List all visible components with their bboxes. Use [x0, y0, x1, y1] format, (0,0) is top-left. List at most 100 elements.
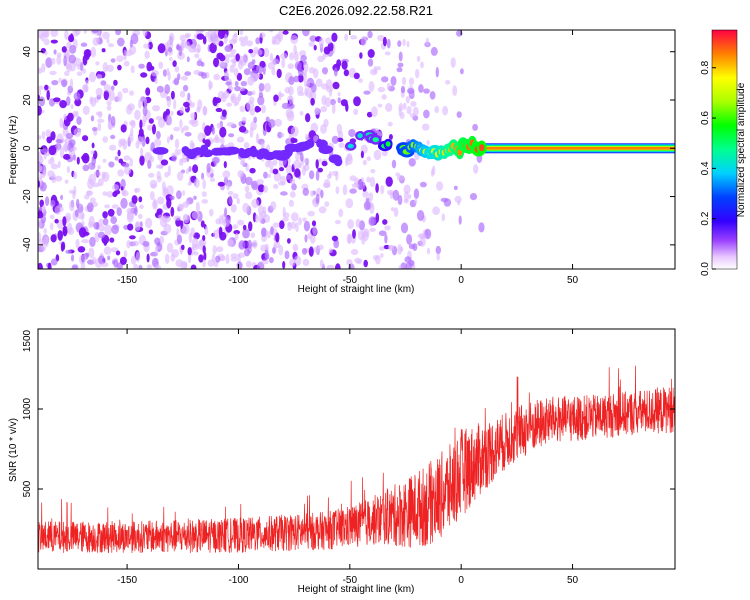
- spectrogram-blob: [226, 102, 233, 107]
- spectrogram-blob: [102, 158, 107, 163]
- spectrogram-blob: [255, 37, 261, 45]
- spectrogram-blob: [331, 103, 336, 114]
- spectrogram-blob: [288, 95, 293, 104]
- spectrogram-blob: [63, 113, 67, 121]
- spectrogram-blob: [391, 159, 397, 169]
- spectrogram-blob: [350, 248, 359, 256]
- spectrogram-blob: [253, 46, 259, 54]
- spectrogram-blob: [243, 142, 250, 149]
- spectrogram-blob: [82, 54, 88, 66]
- spectrogram-blob: [221, 92, 227, 103]
- spectrogram-blob: [158, 164, 164, 169]
- spectrogram-blob: [178, 45, 183, 57]
- spectrogram-blob: [68, 54, 77, 64]
- ridge-band: [483, 147, 675, 150]
- spectrogram-blob: [238, 59, 244, 70]
- spectrogram-blob: [89, 96, 94, 105]
- spectrogram-blob: [264, 82, 271, 93]
- ridge-core: [385, 141, 391, 147]
- spectrogram-blob: [318, 158, 322, 163]
- spectrogram-blob: [64, 30, 69, 40]
- spectrogram-blob: [76, 71, 83, 76]
- spectrogram-blob: [237, 170, 244, 178]
- spectrogram-blob: [230, 48, 237, 55]
- chart-title: C2E6.2026.092.22.58.R21: [279, 3, 433, 18]
- spectrogram-blob: [238, 36, 245, 43]
- spectrogram-blob: [247, 91, 253, 96]
- spectrogram-blob: [111, 184, 120, 191]
- spectrogram-blob: [390, 76, 397, 86]
- spectrogram-blob: [45, 129, 52, 138]
- spectrogram-blob: [170, 253, 176, 262]
- spectrogram-blob: [298, 217, 302, 226]
- spectrogram-blob: [100, 80, 107, 86]
- spectrogram-blob: [396, 67, 403, 73]
- colorbar-tick-label: 0.8: [700, 60, 711, 74]
- spectrogram-blob: [75, 238, 80, 249]
- spectrogram-blob: [103, 218, 109, 226]
- spectrogram-blob: [218, 61, 226, 67]
- spectrogram-blob: [366, 156, 371, 162]
- spectrogram-blob: [65, 132, 74, 139]
- spectrogram-blob: [404, 256, 412, 263]
- spectrogram-blob: [400, 222, 409, 234]
- spectrogram-blob: [38, 151, 42, 161]
- spectrogram-blob: [117, 64, 122, 71]
- spectrogram-blob: [78, 227, 87, 238]
- spectrogram-blob: [41, 204, 46, 213]
- spectrogram-blob: [263, 185, 269, 193]
- spectrogram-blob: [103, 246, 112, 255]
- colorbar-ticks: 0.0 0.2 0.4 0.6 0.8: [700, 60, 716, 276]
- spectrogram-blob: [120, 138, 126, 147]
- spectrogram-blob: [190, 227, 195, 237]
- ridge-core: [347, 143, 354, 149]
- spectrogram-blob: [383, 244, 390, 250]
- spectrogram-blob: [416, 55, 421, 62]
- spectrogram-blob: [129, 45, 137, 55]
- spectrogram-blob: [183, 101, 190, 108]
- spectrogram-blob: [359, 181, 366, 190]
- spectrogram-blob: [321, 83, 329, 90]
- spectrogram-blob: [261, 259, 269, 265]
- spectrogram-blob: [250, 232, 256, 239]
- spectrogram-blob: [264, 161, 270, 168]
- spectrogram-blob: [248, 221, 253, 232]
- spectrogram-blob: [329, 88, 333, 97]
- spectrogram-blob: [307, 210, 316, 217]
- spectrogram-blob: [442, 105, 449, 116]
- spectrogram-blob: [82, 135, 89, 142]
- colorbar-label: Normalized spectral amplitude: [736, 82, 747, 217]
- spectrogram-blob: [98, 224, 106, 232]
- spectrogram-blob: [368, 216, 377, 226]
- spectrogram-blob: [74, 209, 79, 218]
- spectrogram-blob: [202, 179, 206, 190]
- spectrogram-blob: [272, 247, 276, 254]
- spectrogram-blob: [257, 184, 265, 193]
- spectrogram-blob: [190, 264, 197, 269]
- spectrogram-blob: [328, 248, 333, 254]
- spectrogram-blob: [225, 81, 232, 86]
- spectrogram-blob: [181, 244, 185, 250]
- spectrogram-blob: [175, 259, 184, 268]
- spectrogram-blob: [117, 169, 125, 177]
- spectrogram-blob: [345, 102, 349, 112]
- x-tick-label: -50: [343, 575, 358, 586]
- spectrogram-blob: [48, 145, 57, 156]
- spectrogram-blob: [331, 135, 339, 144]
- spectrogram-blob: [353, 72, 360, 80]
- y-tick-label: 20: [22, 94, 33, 106]
- spectrogram-blob: [240, 80, 248, 87]
- spectrogram-blob: [233, 67, 239, 77]
- spectrogram-blob: [157, 43, 166, 54]
- spectrogram-blob: [386, 83, 391, 91]
- spectrogram-blob: [64, 70, 70, 77]
- spectrogram-blob: [290, 126, 299, 137]
- spectrogram-blob: [145, 217, 153, 229]
- spectrogram-blob: [421, 123, 430, 131]
- spectrogram-blob: [285, 164, 293, 176]
- spectrogram-blob: [179, 90, 186, 98]
- spectrogram-blob: [38, 30, 45, 39]
- spectrogram-blob: [456, 111, 462, 118]
- spectrogram-blob: [106, 64, 114, 73]
- spectrogram-blob: [76, 198, 80, 209]
